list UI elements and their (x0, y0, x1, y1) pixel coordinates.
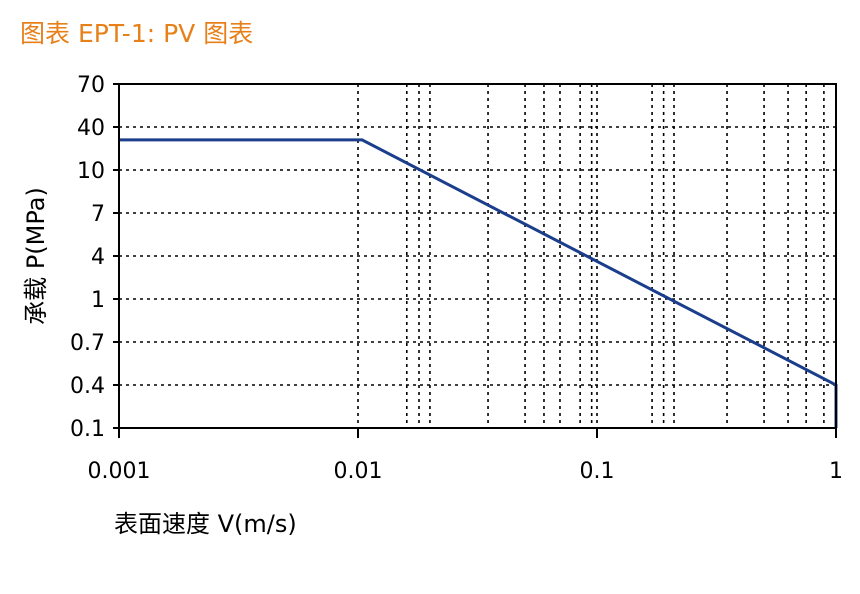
x-tick-label: 0.1 (580, 459, 615, 484)
y-tick-label: 70 (77, 73, 105, 98)
y-tick-label: 0.7 (70, 331, 105, 356)
y-tick-label: 7 (91, 202, 105, 227)
y-tick-label: 0.1 (70, 417, 105, 442)
y-tick-label: 0.4 (70, 374, 105, 399)
x-axis: 0.001 0.01 0.1 1 (88, 428, 843, 484)
chart-title: 图表 EPT-1: PV 图表 (20, 19, 254, 48)
x-axis-label: 表面速度 V(m/s) (114, 510, 297, 538)
x-tick-label: 0.01 (334, 459, 383, 484)
y-axis-label: 承载 P(MPa) (22, 187, 50, 325)
y-axis: 0.1 0.4 0.7 1 4 7 10 40 70 (70, 73, 119, 442)
grid (119, 84, 836, 428)
y-tick-label: 10 (77, 159, 105, 184)
y-tick-label: 4 (91, 245, 105, 270)
x-tick-label: 0.001 (88, 459, 151, 484)
y-tick-label: 1 (91, 288, 105, 313)
x-tick-label: 1 (829, 459, 843, 484)
y-tick-label: 40 (77, 116, 105, 141)
